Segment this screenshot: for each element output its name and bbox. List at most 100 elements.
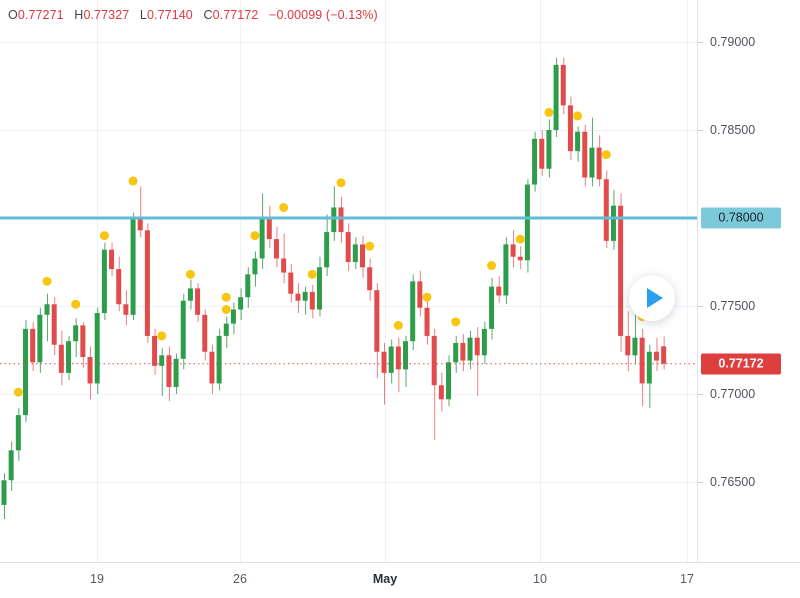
candle: [37, 314, 43, 363]
candle: [424, 307, 430, 336]
candle: [446, 362, 452, 400]
time-axis-label: 19: [90, 572, 104, 586]
signal-dot: [221, 305, 231, 315]
time-axis-label: 10: [533, 572, 547, 586]
candle: [460, 342, 466, 361]
signal-dot: [573, 111, 583, 121]
signal-dot: [544, 107, 554, 117]
open-value: 0.77271: [17, 8, 64, 22]
signal-dot: [250, 231, 260, 241]
price-axis-tick: [698, 482, 703, 483]
candle: [23, 328, 29, 416]
candle: [532, 138, 538, 185]
candle: [187, 288, 193, 301]
last-price-label: 0.77172: [701, 353, 781, 375]
candle: [603, 179, 609, 241]
candle: [582, 131, 588, 178]
replay-play-button[interactable]: [629, 275, 675, 321]
price-axis[interactable]: 0.78000 0.77172 0.79000 0.78500 0.77500 0.7…: [697, 0, 800, 562]
candle: [195, 288, 201, 315]
candle: [438, 385, 444, 400]
candle: [388, 346, 394, 373]
candle: [295, 293, 301, 301]
candle: [166, 355, 172, 387]
signal-dot: [221, 292, 231, 302]
candle: [144, 230, 150, 336]
candle: [152, 335, 158, 366]
signal-dot: [71, 299, 81, 309]
candle: [331, 207, 337, 233]
candle: [467, 337, 473, 361]
signal-dot: [185, 269, 195, 279]
price-axis-tick: [698, 130, 703, 131]
candle: [517, 256, 523, 261]
candle: [87, 357, 93, 384]
candle: [625, 335, 631, 356]
price-axis-label: 0.78500: [710, 123, 756, 137]
price-axis-tick: [698, 306, 703, 307]
candle: [632, 337, 638, 356]
candle: [245, 274, 251, 298]
close-label: C: [203, 8, 213, 22]
time-axis-label: 17: [680, 572, 694, 586]
candle: [15, 415, 21, 451]
candle: [288, 272, 294, 294]
candle: [159, 355, 165, 366]
signal-dot: [307, 269, 317, 279]
candle: [381, 351, 387, 373]
signal-dot: [422, 292, 432, 302]
signal-dot: [365, 241, 375, 251]
candle: [653, 351, 659, 361]
level-line-price-label[interactable]: 0.78000: [701, 207, 781, 229]
candle: [367, 267, 373, 291]
candle: [324, 232, 330, 268]
candle: [560, 64, 566, 106]
signal-dot: [279, 202, 289, 212]
signal-dot: [157, 331, 167, 341]
candle: [116, 269, 122, 305]
signal-dot: [487, 261, 497, 271]
candle: [80, 325, 86, 358]
play-icon: [646, 288, 663, 308]
candle: [575, 131, 581, 152]
candle: [173, 358, 179, 387]
candle: [252, 258, 258, 275]
low-value: 0.77140: [146, 8, 193, 22]
time-axis-label: May: [372, 572, 398, 586]
candle: [209, 351, 215, 384]
candle: [553, 64, 559, 130]
close-value: 0.77172: [212, 8, 259, 22]
time-axis[interactable]: 19 26 May 10 17: [0, 562, 800, 598]
candle: [238, 297, 244, 310]
signal-dot: [128, 176, 138, 186]
candle: [230, 309, 236, 324]
candle: [618, 205, 624, 336]
candle: [338, 207, 344, 233]
candle: [610, 205, 616, 241]
candle: [345, 232, 351, 262]
candle: [180, 300, 186, 359]
candle: [546, 130, 552, 169]
candle: [259, 218, 265, 259]
candle: [539, 138, 545, 169]
candle: [66, 341, 72, 373]
price-axis-tick: [698, 394, 703, 395]
candle: [596, 147, 602, 180]
price-axis-label: 0.79000: [710, 35, 756, 49]
high-value: 0.77327: [83, 8, 130, 22]
candle: [123, 304, 129, 315]
open-label: O: [8, 8, 18, 22]
candle: [352, 244, 358, 262]
candle: [417, 281, 423, 308]
candle: [524, 184, 530, 261]
time-axis-label: 26: [233, 572, 247, 586]
signal-dot: [42, 276, 52, 286]
candle: [1, 480, 7, 505]
candle: [481, 328, 487, 356]
candle: [567, 105, 573, 152]
candle: [453, 342, 459, 363]
candle: [44, 304, 50, 315]
ohlc-legend: O0.77271 H0.77327 L0.77140 C0.77172 −0.0…: [8, 8, 378, 22]
